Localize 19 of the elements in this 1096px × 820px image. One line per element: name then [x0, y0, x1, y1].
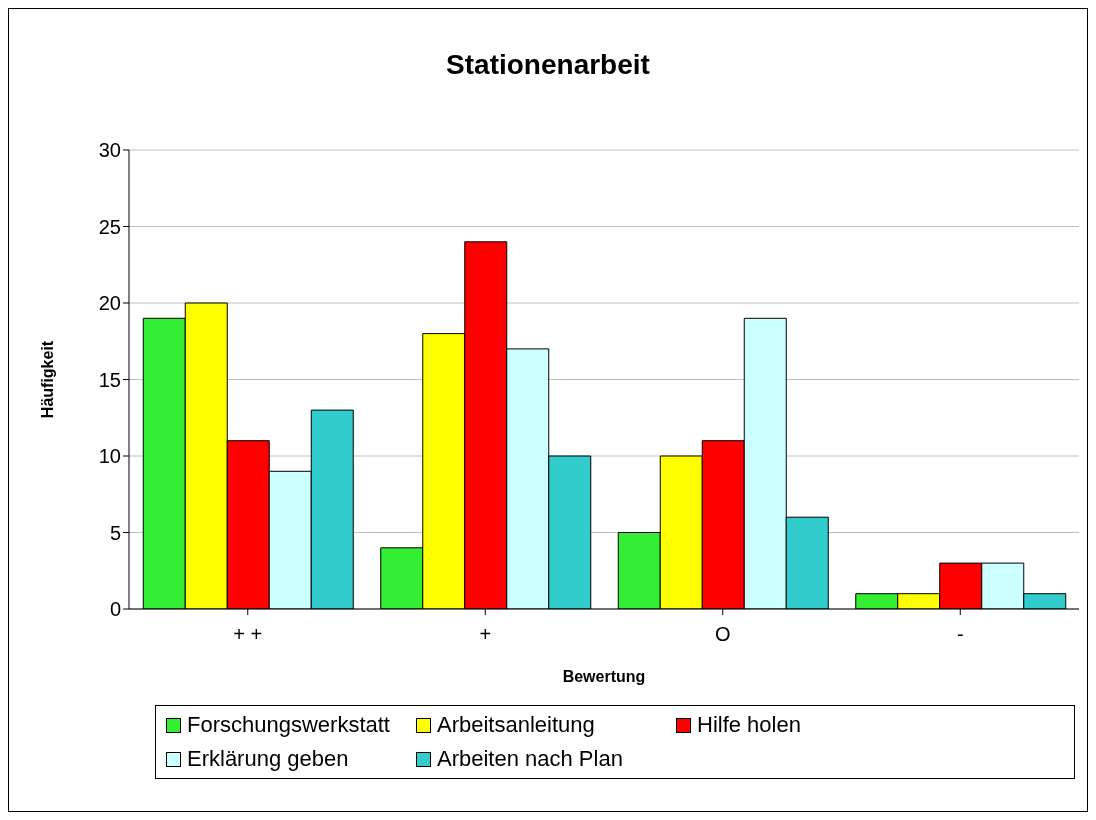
- y-axis-title: Häufigkeit: [38, 340, 56, 419]
- x-tick-label: -: [956, 623, 964, 646]
- x-tick-label: O: [714, 623, 731, 646]
- y-tick-label: 20: [98, 292, 121, 315]
- y-tick-label: 25: [98, 215, 121, 238]
- legend-label: Arbeitsanleitung: [437, 712, 595, 738]
- legend-label: Erklärung geben: [187, 746, 349, 772]
- y-tick-label: 5: [109, 521, 121, 544]
- x-tick-label: + +: [233, 623, 263, 646]
- y-tick-label: 30: [98, 139, 121, 162]
- y-tick-label: 15: [98, 368, 121, 391]
- legend-label: Forschungswerkstatt: [187, 712, 390, 738]
- x-tick-label: +: [479, 623, 492, 646]
- y-tick-label: 10: [98, 445, 121, 468]
- y-tick-label: 0: [109, 598, 121, 621]
- chart-title: Stationenarbeit: [445, 49, 651, 81]
- legend-label: Hilfe holen: [697, 712, 801, 738]
- x-axis-title: Bewertung: [562, 668, 646, 686]
- legend-label: Arbeiten nach Plan: [437, 746, 623, 772]
